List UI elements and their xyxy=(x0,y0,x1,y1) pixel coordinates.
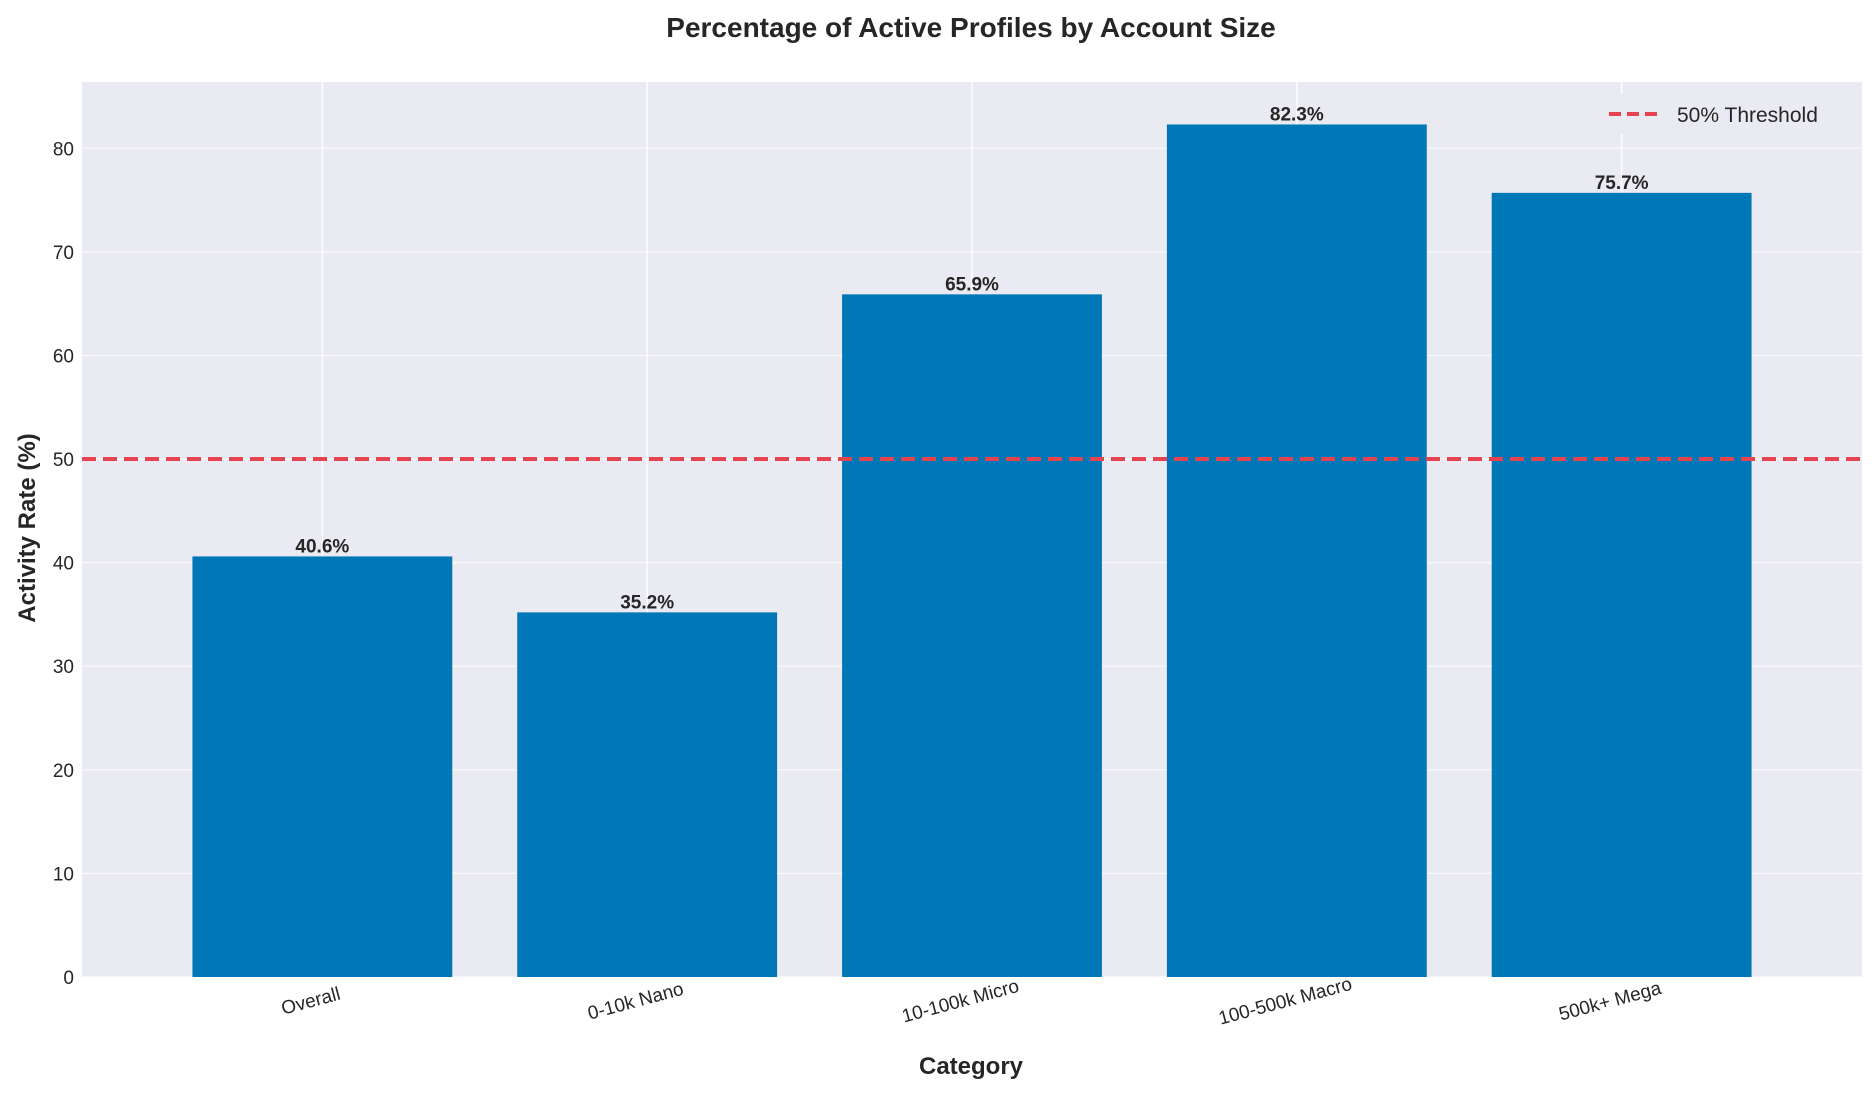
bar xyxy=(1491,192,1752,978)
y-axis-label: Activity Rate (%) xyxy=(14,433,41,622)
y-tick-label: 20 xyxy=(53,761,74,782)
y-tick-label: 40 xyxy=(53,554,74,575)
x-tick-label: 100-500k Macro xyxy=(1216,974,1354,1030)
x-axis-ticks: Overall 0-10k Nano 10-100k Micro 100-500k M… xyxy=(279,974,1664,1030)
y-axis-ticks: 0 10 20 30 40 50 60 70 80 xyxy=(53,139,74,989)
bar-value-label: 35.2% xyxy=(620,592,674,613)
y-tick-label: 30 xyxy=(53,657,74,678)
x-axis-label: Category xyxy=(919,1053,1024,1080)
bar-value-labels: 40.6% 35.2% 65.9% 82.3% 75.7% xyxy=(295,104,1648,613)
y-tick-label: 70 xyxy=(53,243,74,264)
y-tick-label: 50 xyxy=(53,450,74,471)
bar-value-label: 82.3% xyxy=(1270,104,1324,125)
y-tick-label: 80 xyxy=(53,139,74,160)
bar-value-label: 65.9% xyxy=(945,274,999,295)
bar xyxy=(842,294,1102,977)
legend: 50% Threshold xyxy=(1590,94,1858,134)
x-tick-label: 0-10k Nano xyxy=(586,979,686,1025)
bar xyxy=(192,556,453,977)
bars xyxy=(192,124,1752,978)
x-tick-label: 500k+ Mega xyxy=(1557,978,1664,1026)
bar-value-label: 40.6% xyxy=(295,536,349,557)
y-tick-label: 0 xyxy=(63,968,74,989)
x-tick-label: 10-100k Micro xyxy=(900,976,1022,1027)
y-tick-label: 10 xyxy=(53,864,74,885)
y-tick-label: 60 xyxy=(53,346,74,367)
chart-title: Percentage of Active Profiles by Account… xyxy=(666,12,1275,43)
x-tick-label: Overall xyxy=(279,984,343,1020)
bar-value-label: 75.7% xyxy=(1595,173,1649,194)
legend-threshold-label: 50% Threshold xyxy=(1677,104,1818,127)
bar xyxy=(517,612,778,977)
bar xyxy=(1166,124,1427,977)
